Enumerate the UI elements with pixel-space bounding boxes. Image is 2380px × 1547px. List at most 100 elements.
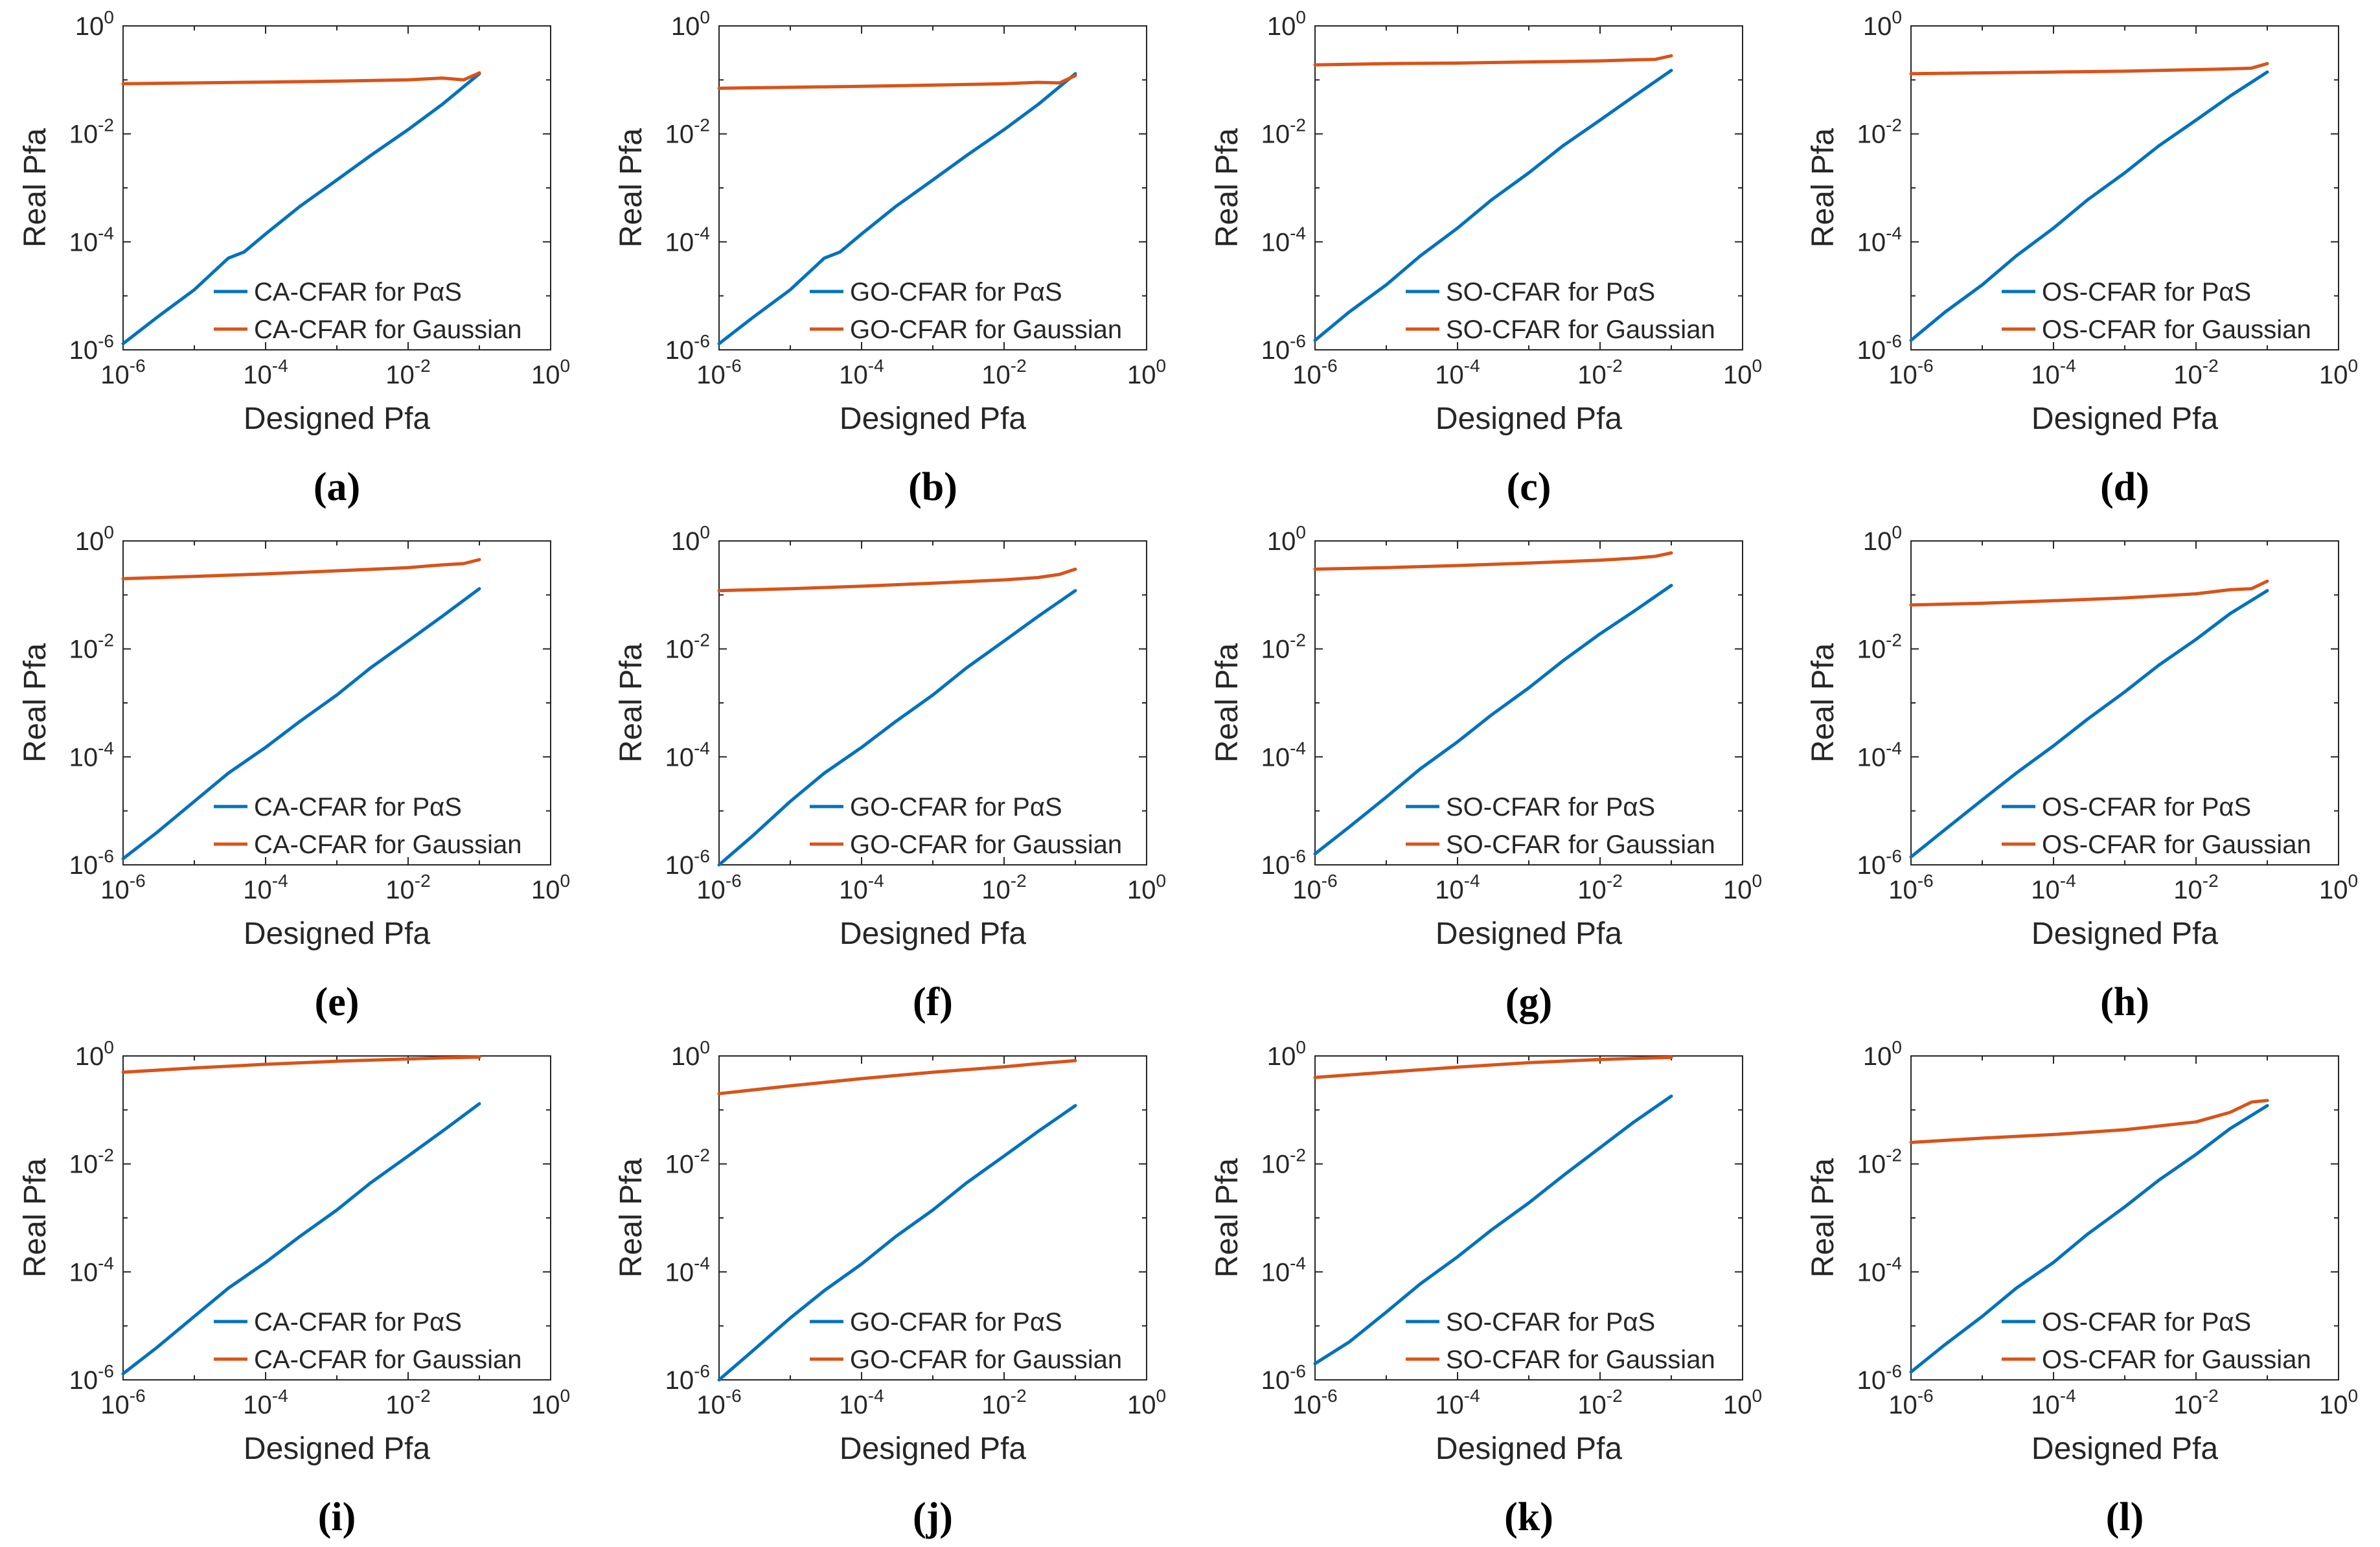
legend-label: GO-CFAR for PαS xyxy=(850,1308,1062,1336)
x-tick-label: 100 xyxy=(1127,356,1166,389)
series-line-pas xyxy=(121,587,481,860)
y-axis-label: Real Pfa xyxy=(18,1158,52,1278)
legend-label: CA-CFAR for Gaussian xyxy=(254,315,521,344)
x-tick-label: 10-6 xyxy=(1888,1386,1933,1419)
panel-caption: (g) xyxy=(1505,980,1552,1024)
y-tick-label: 10-2 xyxy=(665,115,710,149)
y-tick-label: 10-2 xyxy=(1261,630,1306,664)
y-tick-label: 10-6 xyxy=(69,846,114,880)
series-line-pas xyxy=(1909,1104,2269,1374)
series-line-gaussian xyxy=(121,1055,481,1074)
series-line-pas xyxy=(121,1102,481,1375)
y-tick-label: 10-4 xyxy=(1857,738,1902,772)
y-tick-label: 10-4 xyxy=(69,223,114,257)
subplot-b: 10-6 10-4 10-2 100 10-6 10-4 10-2 100 Designed P… xyxy=(614,7,1166,509)
legend-label: SO-CFAR for PαS xyxy=(1446,278,1655,306)
y-axis-label: Real Pfa xyxy=(1210,643,1244,762)
x-axis-label: Designed Pfa xyxy=(244,1432,430,1466)
x-axis-label: Designed Pfa xyxy=(1436,917,1622,951)
panel-caption: (b) xyxy=(908,465,957,509)
x-tick-label: 10-6 xyxy=(1888,356,1933,389)
y-tick-label: 100 xyxy=(671,7,710,41)
subplot-d: 10-6 10-4 10-2 100 10-6 10-4 10-2 100 Designed P… xyxy=(1806,7,2358,509)
y-tick-label: 10-2 xyxy=(1857,630,1902,664)
series-line-gaussian xyxy=(717,567,1077,593)
y-tick-label: 100 xyxy=(671,522,710,556)
x-tick-label: 10-4 xyxy=(1435,356,1480,389)
x-tick-label: 10-6 xyxy=(696,871,741,904)
y-tick-label: 10-6 xyxy=(1857,1361,1902,1395)
series-line-gaussian xyxy=(121,71,481,86)
x-tick-label: 10-4 xyxy=(839,1386,884,1419)
legend-label: SO-CFAR for Gaussian xyxy=(1446,315,1715,344)
y-tick-label: 10-6 xyxy=(69,331,114,365)
legend-label: CA-CFAR for PαS xyxy=(254,278,462,306)
y-tick-label: 10-6 xyxy=(1261,1361,1306,1395)
x-tick-label: 100 xyxy=(531,871,570,904)
panel-caption: (e) xyxy=(315,980,360,1024)
x-tick-label: 100 xyxy=(1723,356,1762,389)
x-axis-label: Designed Pfa xyxy=(244,402,430,436)
panel-caption: (k) xyxy=(1504,1495,1553,1539)
legend-label: OS-CFAR for Gaussian xyxy=(2042,1346,2311,1374)
x-tick-label: 10-4 xyxy=(1435,871,1480,904)
x-tick-label: 10-4 xyxy=(2031,871,2076,904)
y-tick-label: 100 xyxy=(1863,522,1902,556)
y-tick-label: 10-6 xyxy=(665,331,710,365)
panel-caption: (l) xyxy=(2106,1495,2144,1539)
y-tick-label: 10-2 xyxy=(69,115,114,149)
x-tick-label: 10-2 xyxy=(1577,871,1622,904)
x-tick-label: 100 xyxy=(2319,356,2358,389)
subplot-e: 10-6 10-4 10-2 100 10-6 10-4 10-2 100 Designed P… xyxy=(18,522,570,1024)
series-line-gaussian xyxy=(1909,62,2269,76)
legend-label: OS-CFAR for PαS xyxy=(2042,278,2251,306)
legend-label: GO-CFAR for Gaussian xyxy=(850,1346,1122,1374)
panel-caption: (d) xyxy=(2100,465,2149,509)
legend-label: OS-CFAR for Gaussian xyxy=(2042,831,2311,859)
y-tick-label: 100 xyxy=(1267,7,1306,41)
y-tick-label: 10-6 xyxy=(1857,846,1902,880)
y-axis-label: Real Pfa xyxy=(614,1158,648,1278)
subplot-i: 10-6 10-4 10-2 100 10-6 10-4 10-2 100 Designed P… xyxy=(18,1037,570,1539)
x-tick-label: 10-6 xyxy=(1292,1386,1337,1419)
series-line-pas xyxy=(717,1104,1077,1382)
x-axis-label: Designed Pfa xyxy=(244,917,430,951)
legend-label: SO-CFAR for PαS xyxy=(1446,793,1655,821)
subplot-k: 10-6 10-4 10-2 100 10-6 10-4 10-2 100 Designed P… xyxy=(1210,1037,1762,1539)
legend-label: SO-CFAR for Gaussian xyxy=(1446,1346,1715,1374)
y-tick-label: 10-2 xyxy=(1857,1145,1902,1179)
y-axis-label: Real Pfa xyxy=(1806,128,1840,247)
x-tick-label: 10-6 xyxy=(100,1386,145,1419)
x-tick-label: 100 xyxy=(531,1386,570,1419)
y-axis-label: Real Pfa xyxy=(1210,1158,1244,1278)
y-tick-label: 10-2 xyxy=(1857,115,1902,149)
y-tick-label: 10-4 xyxy=(69,1253,114,1287)
legend-label: CA-CFAR for PαS xyxy=(254,1308,462,1336)
y-tick-label: 10-4 xyxy=(69,738,114,772)
x-tick-label: 10-2 xyxy=(2173,871,2218,904)
y-tick-label: 10-6 xyxy=(665,846,710,880)
x-tick-label: 10-6 xyxy=(100,871,145,904)
y-tick-label: 10-6 xyxy=(69,1361,114,1395)
panel-caption: (f) xyxy=(913,980,953,1024)
subplot-j: 10-6 10-4 10-2 100 10-6 10-4 10-2 100 Designed P… xyxy=(614,1037,1166,1539)
x-tick-label: 10-2 xyxy=(385,871,430,904)
subplot-h: 10-6 10-4 10-2 100 10-6 10-4 10-2 100 Designed P… xyxy=(1806,522,2358,1024)
x-tick-label: 10-4 xyxy=(243,356,288,389)
plot-area xyxy=(122,1055,551,1381)
y-tick-label: 100 xyxy=(1267,522,1306,556)
y-tick-label: 100 xyxy=(75,7,114,41)
y-tick-label: 10-6 xyxy=(1857,331,1902,365)
legend-label: GO-CFAR for Gaussian xyxy=(850,831,1122,859)
subplot-c: 10-6 10-4 10-2 100 10-6 10-4 10-2 100 Designed P… xyxy=(1210,7,1762,509)
series-line-pas xyxy=(1313,69,1673,342)
x-tick-label: 10-6 xyxy=(696,356,741,389)
plot-area xyxy=(718,25,1147,350)
y-tick-label: 100 xyxy=(1863,1037,1902,1071)
legend-label: SO-CFAR for Gaussian xyxy=(1446,831,1715,859)
panel-caption: (i) xyxy=(318,1495,356,1539)
x-axis-label: Designed Pfa xyxy=(2031,402,2218,436)
x-tick-label: 100 xyxy=(2319,871,2358,904)
x-axis-label: Designed Pfa xyxy=(2031,1432,2218,1466)
